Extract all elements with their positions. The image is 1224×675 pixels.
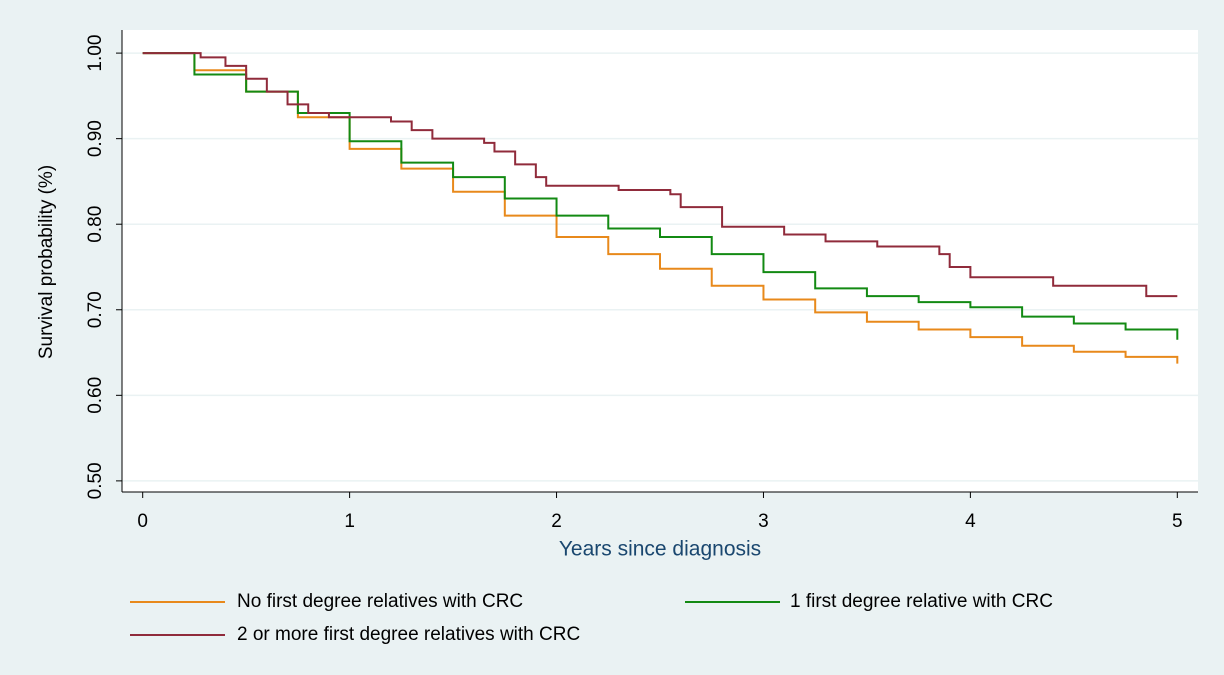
x-tick-label: 3 [758,511,769,532]
survival-line [142,52,1179,340]
x-tick-label: 4 [965,511,976,532]
y-axis-title: Survival probability (%) [36,165,57,359]
x-tick-label: 1 [344,511,355,532]
x-axis-title: Years since diagnosis [559,538,761,561]
y-tick-label: 0.80 [85,206,106,243]
legend-label: No first degree relatives with CRC [237,591,523,612]
legend-label: 2 or more first degree relatives with CR… [237,624,580,645]
legend-label: 1 first degree relative with CRC [790,591,1053,612]
x-tick-label: 2 [551,511,562,532]
y-tick-label: 1.00 [85,35,106,72]
y-tick-label: 0.60 [85,377,106,414]
x-tick-label: 0 [137,511,148,532]
y-tick-label: 0.70 [85,291,106,328]
survival-line [142,52,1178,298]
y-tick-label: 0.90 [85,120,106,157]
x-tick-label: 5 [1172,511,1183,532]
y-tick-label: 0.50 [85,462,106,499]
